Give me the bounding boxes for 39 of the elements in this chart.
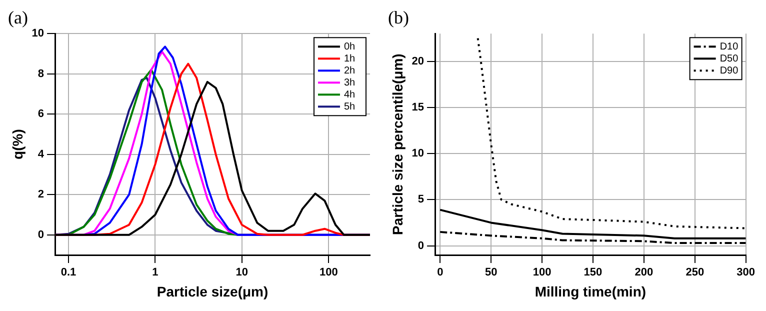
legend-label: 5h [344,101,356,112]
x-tick-label: 10 [236,266,248,279]
legend-label: 2h [344,65,356,76]
legend-label: D90 [720,65,739,76]
line-series [476,37,746,230]
y-tick-label: 6 [38,108,44,120]
line-series [439,230,746,244]
x-tick-label: 100 [319,266,338,279]
y-axis-title: Particle size percentile(μm) [389,54,406,235]
chart-title: (a) [8,8,28,28]
y-tick-label: 5 [418,194,424,206]
legend-label: 4h [344,89,356,100]
legend-label: D10 [720,41,739,52]
x-axis-title: Particle size(μm) [156,283,268,300]
y-axis-title: q(%) [9,129,26,160]
y-tick-label: 10 [32,28,44,40]
x-tick-label: 0.1 [60,266,76,279]
legend-label: 0h [344,41,356,52]
y-tick-label: 8 [38,68,44,80]
y-tick-label: 20 [412,55,424,68]
x-tick-label: 150 [584,266,602,279]
legend-label: 3h [344,77,356,88]
legend-label: D50 [720,53,739,64]
y-tick-label: 2 [38,188,44,201]
x-tick-label: 250 [686,266,704,279]
x-tick-label: 50 [484,266,498,279]
y-tick-label: 15 [412,101,424,114]
legend-label: 1h [344,53,356,64]
y-tick-label: 10 [412,148,424,160]
x-tick-label: 100 [532,266,552,279]
x-tick-label: 300 [736,266,756,279]
x-tick-label: 1 [152,266,158,279]
y-tick-label: 0 [38,228,44,241]
y-tick-label: 0 [418,240,424,252]
chart-title: (b) [388,8,409,28]
x-tick-label: 0 [437,266,444,279]
x-tick-label: 200 [634,266,654,279]
x-axis-title: Milling time(min) [534,283,646,300]
y-tick-label: 4 [38,148,45,160]
